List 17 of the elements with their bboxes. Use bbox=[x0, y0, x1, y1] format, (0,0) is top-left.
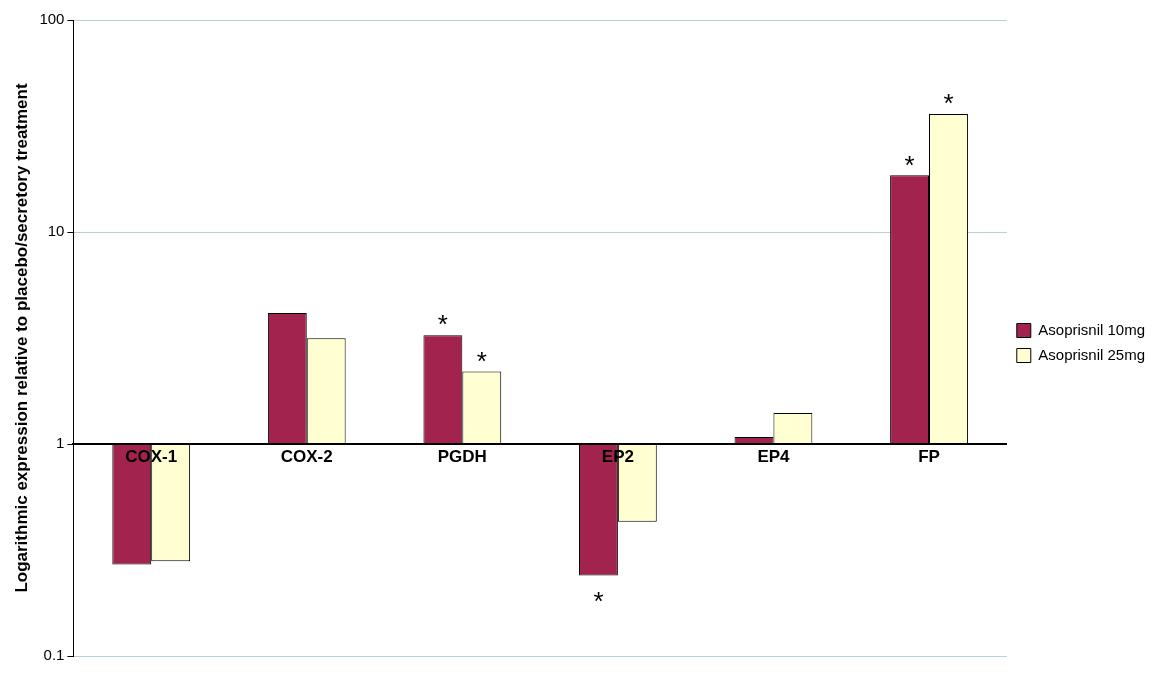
annotation: * bbox=[593, 585, 604, 616]
annotation: * bbox=[437, 309, 448, 340]
annotation: * bbox=[904, 149, 915, 180]
legend-label: Asoprisnil 25mg bbox=[1038, 345, 1145, 363]
y-tick-label: 0.1 bbox=[43, 646, 65, 664]
x-tick-label: PGDH bbox=[437, 447, 487, 467]
x-tick-label: EP2 bbox=[601, 447, 634, 467]
legend-label: Asoprisnil 10mg bbox=[1038, 320, 1145, 338]
x-tick-label: COX-2 bbox=[280, 447, 333, 467]
x-tick-label: EP4 bbox=[757, 447, 791, 467]
y-tick-label: 100 bbox=[39, 10, 65, 28]
y-tick-label: 10 bbox=[47, 222, 65, 240]
y-tick-label: 1 bbox=[56, 434, 65, 452]
annotation: * bbox=[476, 345, 487, 376]
y-axis-title: Logarithmic expression relative to placebo/secretory treatment bbox=[11, 83, 31, 593]
x-tick-label: FP bbox=[918, 447, 940, 467]
annotation: * bbox=[943, 88, 954, 119]
